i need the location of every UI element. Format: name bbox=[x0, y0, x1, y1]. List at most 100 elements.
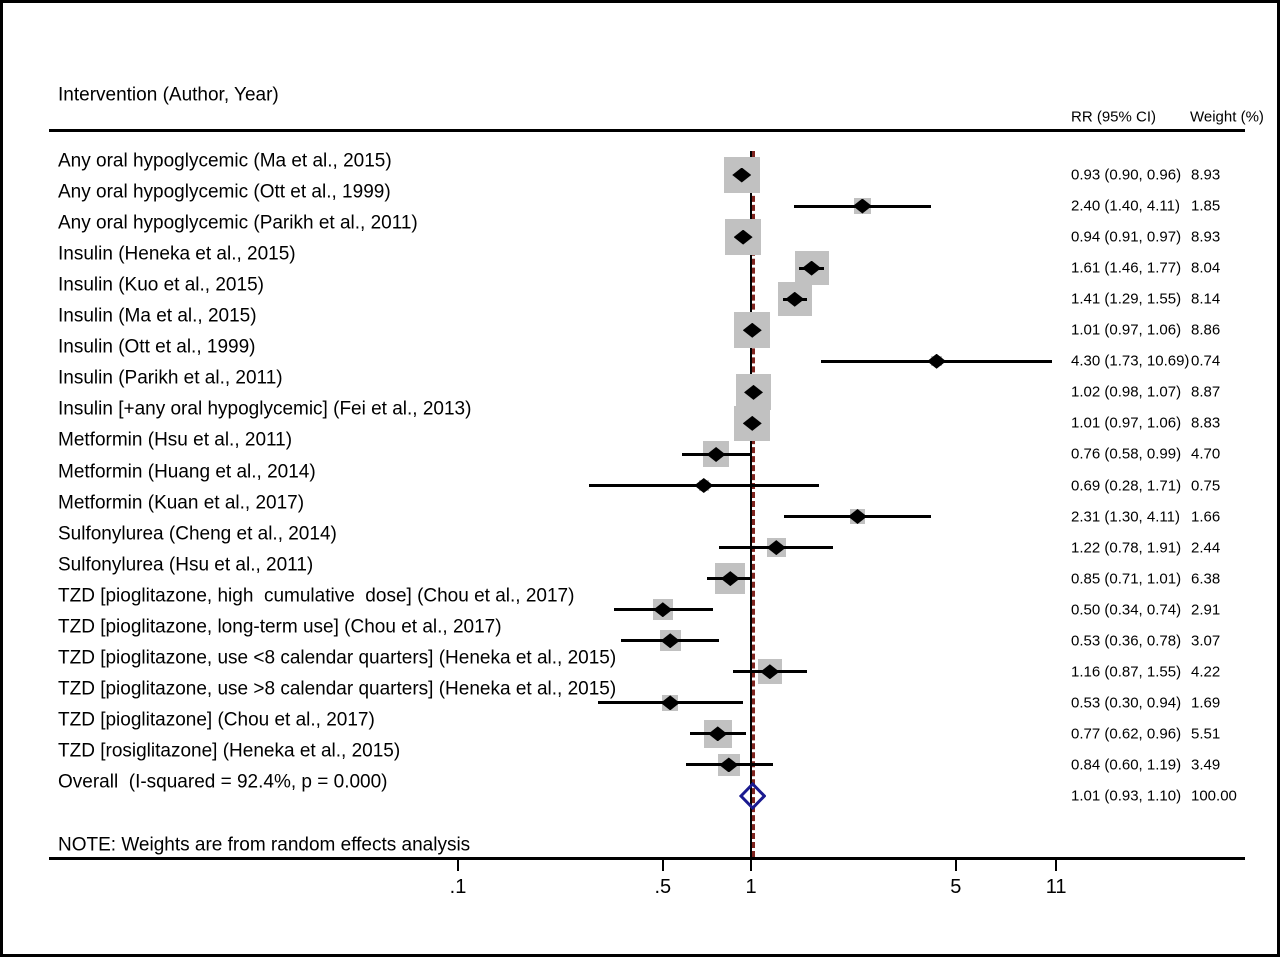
x-axis-tick-label: .1 bbox=[449, 876, 467, 898]
rr-value: 1.61 (1.46, 1.77) bbox=[1071, 259, 1182, 277]
study-label: Metformin (Huang et al., 2014) bbox=[58, 461, 316, 482]
rr-value: 0.53 (0.30, 0.94) bbox=[1071, 694, 1182, 712]
rr-value: 1.22 (0.78, 1.91) bbox=[1071, 539, 1182, 557]
study-label: Insulin (Ma et al., 2015) bbox=[58, 305, 257, 327]
weight-value: 1.66 bbox=[1191, 508, 1221, 526]
study-label: Insulin (Heneka et al., 2015) bbox=[58, 243, 296, 265]
point-estimate-marker bbox=[744, 384, 764, 400]
rr-value: 1.01 (0.93, 1.10) bbox=[1071, 787, 1182, 805]
rr-value: 1.41 (1.29, 1.55) bbox=[1071, 290, 1182, 308]
column-header-rr-ci: RR (95% CI) bbox=[1071, 108, 1157, 126]
study-label: Insulin (Kuo et al., 2015) bbox=[58, 274, 264, 296]
rr-value: 0.84 (0.60, 1.19) bbox=[1071, 756, 1182, 774]
rr-value: 1.16 (0.87, 1.55) bbox=[1071, 663, 1182, 681]
weight-value: 1.69 bbox=[1191, 694, 1221, 712]
header-rule bbox=[49, 129, 1245, 132]
x-axis-tick-label: 1 bbox=[745, 876, 757, 898]
weight-value: 5.51 bbox=[1191, 725, 1221, 743]
rr-value: 0.77 (0.62, 0.96) bbox=[1071, 725, 1182, 743]
study-label: Sulfonylurea (Cheng et al., 2014) bbox=[58, 523, 337, 545]
column-header-intervention: Intervention (Author, Year) bbox=[58, 84, 279, 106]
weight-value: 1.85 bbox=[1191, 197, 1221, 215]
rr-value: 0.69 (0.28, 1.71) bbox=[1071, 477, 1182, 494]
weight-value: 0.75 bbox=[1191, 477, 1221, 494]
weight-value: 3.07 bbox=[1191, 632, 1221, 650]
point-estimate-marker bbox=[653, 602, 673, 618]
study-label: Any oral hypoglycemic (Ma et al., 2015) bbox=[58, 150, 392, 172]
weight-value: 8.93 bbox=[1191, 166, 1221, 184]
point-estimate-marker bbox=[848, 509, 868, 525]
weight-value: 8.93 bbox=[1191, 228, 1221, 246]
point-estimate-marker bbox=[742, 322, 762, 338]
study-label: Sulfonylurea (Hsu et al., 2011) bbox=[58, 554, 314, 576]
point-estimate-marker bbox=[742, 415, 762, 431]
column-header-weight: Weight (%) bbox=[1190, 108, 1264, 126]
study-label: TZD [pioglitazone, use <8 calendar quart… bbox=[58, 647, 617, 669]
rr-value: 2.40 (1.40, 4.11) bbox=[1071, 197, 1180, 215]
point-estimate-marker bbox=[927, 353, 947, 369]
x-axis-tick bbox=[1055, 858, 1058, 871]
weight-value: 8.86 bbox=[1191, 321, 1221, 339]
point-estimate-marker bbox=[660, 633, 680, 649]
weight-value: 3.49 bbox=[1191, 756, 1221, 774]
rr-value: 1.02 (0.98, 1.07) bbox=[1071, 383, 1182, 401]
point-estimate-marker bbox=[732, 167, 752, 183]
x-axis-tick-label: 11 bbox=[1045, 876, 1067, 898]
study-label: Insulin [+any oral hypoglycemic] (Fei et… bbox=[58, 398, 472, 420]
weight-value: 8.87 bbox=[1191, 383, 1221, 401]
rr-value: 1.01 (0.97, 1.06) bbox=[1071, 414, 1182, 432]
study-label: Any oral hypoglycemic (Ott et al., 1999) bbox=[58, 181, 391, 203]
point-estimate-marker bbox=[802, 260, 822, 276]
note-text: NOTE: Weights are from random effects an… bbox=[58, 834, 471, 856]
study-label: Metformin (Hsu et al., 2011) bbox=[58, 429, 293, 451]
point-estimate-marker bbox=[785, 291, 805, 307]
x-axis-tick bbox=[457, 858, 459, 871]
study-label: Insulin (Ott et al., 1999) bbox=[58, 336, 256, 358]
study-label: Metformin (Kuan et al., 2017) bbox=[58, 492, 305, 514]
point-estimate-marker bbox=[760, 664, 780, 680]
study-label: Any oral hypoglycemic (Parikh et al., 20… bbox=[58, 212, 418, 234]
point-estimate-marker bbox=[706, 446, 726, 462]
rr-value: 0.76 (0.58, 0.99) bbox=[1071, 445, 1182, 463]
x-axis-tick bbox=[661, 858, 664, 871]
weight-value: 4.22 bbox=[1191, 663, 1221, 681]
rr-value: 0.85 (0.71, 1.01) bbox=[1071, 570, 1182, 588]
point-estimate-marker bbox=[733, 229, 753, 245]
point-estimate-marker bbox=[719, 757, 739, 773]
rr-value: 0.53 (0.36, 0.78) bbox=[1071, 632, 1182, 650]
overall-label: Overall (I-squared = 92.4%, p = 0.000) bbox=[58, 771, 388, 793]
point-estimate-marker bbox=[694, 478, 714, 493]
x-axis-tick-label: .5 bbox=[654, 876, 672, 898]
weight-value: 8.83 bbox=[1191, 414, 1221, 432]
weight-value: 2.91 bbox=[1191, 601, 1221, 619]
study-label: TZD [pioglitazone, long-term use] (Chou … bbox=[58, 616, 502, 638]
weight-value: 6.38 bbox=[1191, 570, 1221, 588]
point-estimate-marker bbox=[766, 540, 786, 556]
x-axis-line bbox=[49, 857, 1245, 860]
weight-value: 8.14 bbox=[1191, 290, 1221, 308]
rr-value: 0.94 (0.91, 0.97) bbox=[1071, 228, 1182, 246]
overall-diamond bbox=[738, 782, 767, 810]
x-axis-tick bbox=[954, 858, 957, 871]
rr-value: 0.93 (0.90, 0.96) bbox=[1071, 166, 1182, 184]
point-estimate-marker bbox=[720, 571, 740, 587]
study-label: TZD [pioglitazone] (Chou et al., 2017) bbox=[58, 709, 375, 731]
weight-value: 0.74 bbox=[1191, 352, 1221, 370]
study-label: Insulin (Parikh et al., 2011) bbox=[58, 367, 283, 389]
point-estimate-marker bbox=[708, 726, 728, 742]
study-label: TZD [pioglitazone, high cumulative dose]… bbox=[58, 585, 575, 607]
x-axis-tick bbox=[750, 858, 752, 871]
weight-value: 8.04 bbox=[1191, 259, 1221, 277]
null-effect-line bbox=[749, 151, 752, 857]
rr-value: 1.01 (0.97, 1.06) bbox=[1071, 321, 1182, 339]
rr-value: 2.31 (1.30, 4.11) bbox=[1071, 508, 1180, 526]
rr-value: 0.50 (0.34, 0.74) bbox=[1071, 601, 1182, 619]
weight-value: 100.00 bbox=[1191, 787, 1237, 805]
study-label: TZD [pioglitazone, use >8 calendar quart… bbox=[58, 678, 617, 700]
plot-area: Any oral hypoglycemic (Ma et al., 2015) 0… bbox=[3, 3, 1277, 954]
weight-value: 2.44 bbox=[1191, 539, 1221, 557]
point-estimate-marker bbox=[660, 695, 680, 711]
point-estimate-marker bbox=[852, 198, 872, 214]
overall-estimate-dashed-line bbox=[752, 151, 756, 857]
